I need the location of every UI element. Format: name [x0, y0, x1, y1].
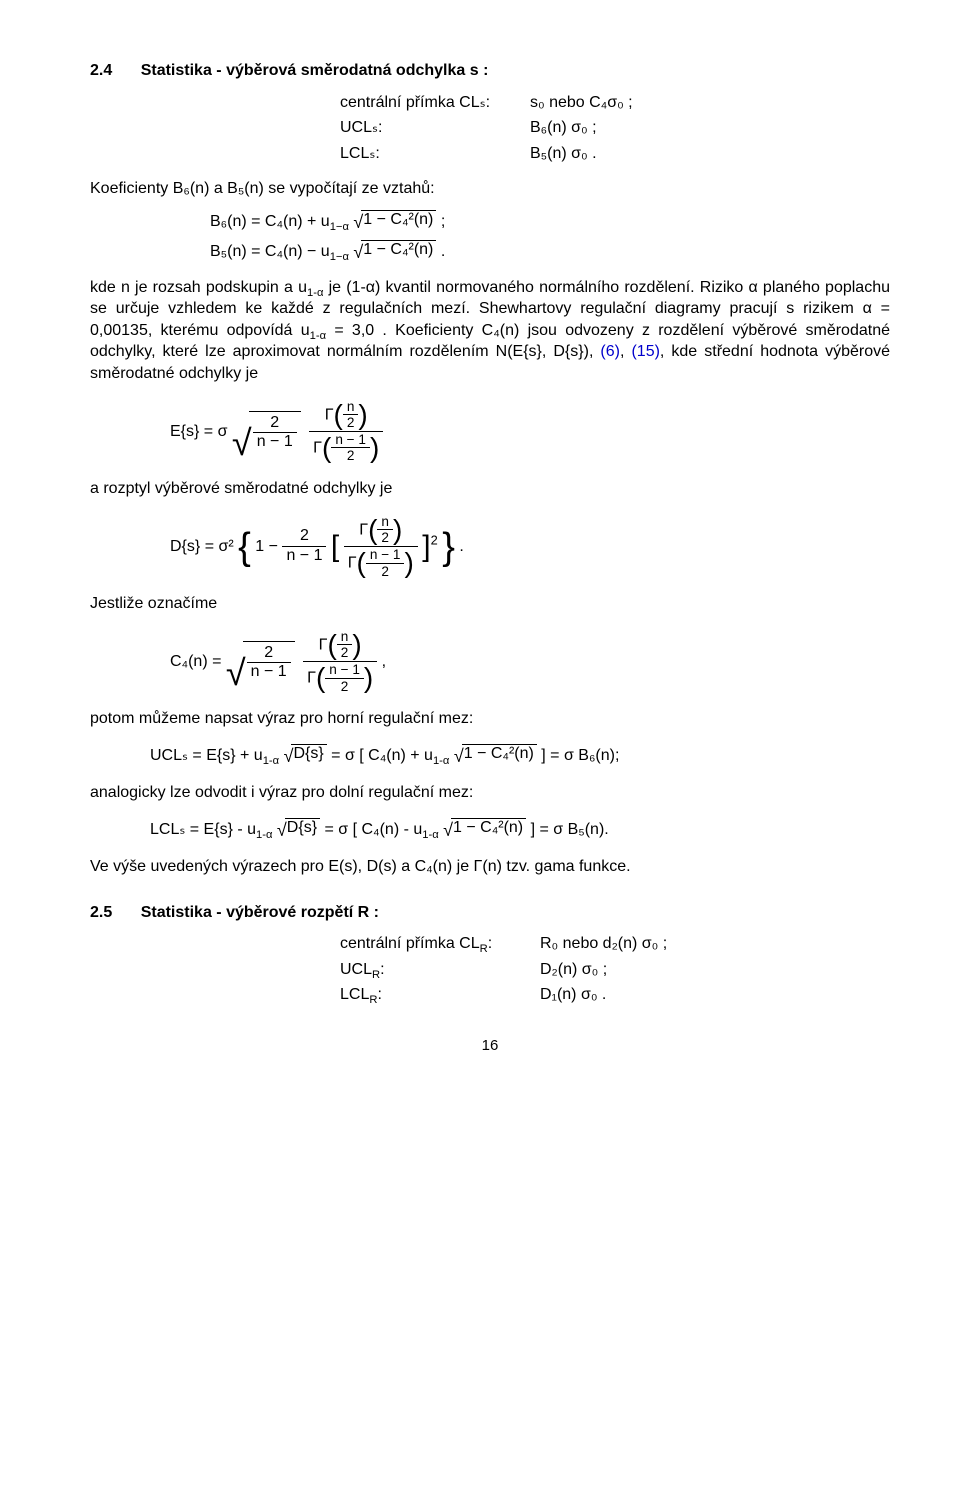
rbracket-icon: ] [422, 529, 430, 562]
section-2-5-heading: 2.5 Statistika - výběrové rozpětí R : [90, 902, 890, 924]
frac-2-nm1: 2 n − 1 [247, 644, 291, 682]
explanatory-paragraph: kde n je rozsah podskupin a u1-α je (1-α… [90, 277, 890, 385]
radicand: 1 − C₄²(n) [361, 210, 436, 229]
label: LCLR: [340, 984, 540, 1006]
section-2-4-definitions: centrální přímka CLₛ: s₀ nebo C₄σ₀ ; UCL… [340, 92, 890, 165]
rhs: C₄(n) − u1−α √1 − C₄²(n) . [265, 243, 445, 260]
potom-text: potom můžeme napsat výraz pro horní regu… [90, 708, 890, 730]
label: centrální přímka CLR: [340, 933, 540, 955]
page-number: 16 [90, 1036, 890, 1056]
section-2-5-definitions: centrální přímka CLR: R₀ nebo d₂(n) σ₀ ;… [340, 933, 890, 1006]
gamma-ratio: Γ(n2) Γ(n − 12) [344, 514, 418, 580]
value: B₆(n) σ₀ ; [530, 117, 597, 139]
ref-15: (15) [631, 343, 659, 360]
lhs: D{s} = σ² [170, 538, 234, 555]
formula-Ds: D{s} = σ² { 1 − 2 n − 1 [ Γ(n2) Γ(n − 12… [170, 514, 890, 580]
line-clr: centrální přímka CLR: R₀ nebo d₂(n) σ₀ ; [340, 933, 890, 955]
analog-text: analogicky lze odvodit i výraz pro dolní… [90, 782, 890, 804]
gamma-ratio: Γ(n2) Γ(n − 12) [309, 399, 383, 465]
ref-6: (6) [600, 343, 620, 360]
sqrt: √ 2 n − 1 [232, 411, 301, 452]
lbracket-icon: [ [331, 529, 339, 562]
value: s₀ nebo C₄σ₀ ; [530, 92, 633, 114]
label: centrální přímka CLₛ: [340, 92, 530, 114]
section-2-4-heading: 2.4 Statistika - výběrová směrodatná odc… [90, 60, 890, 82]
rbrace-icon: } [442, 525, 455, 567]
koef-intro: Koeficienty B₆(n) a B₅(n) se vypočítají … [90, 178, 890, 200]
lbrace-icon: { [238, 525, 251, 567]
rhs: C₄(n) + u1−α √1 − C₄²(n) ; [265, 213, 445, 230]
formula-b5: B₅(n) = C₄(n) − u1−α √1 − C₄²(n) . [210, 240, 890, 264]
lhs: B₅(n) = [210, 243, 265, 260]
value: D₂(n) σ₀ ; [540, 959, 607, 981]
line-lclr: LCLR: D₁(n) σ₀ . [340, 984, 890, 1006]
formula-lcl: LCLₛ = E{s} - u1-α √D{s} = σ [ C₄(n) - u… [150, 818, 890, 842]
line-cls: centrální přímka CLₛ: s₀ nebo C₄σ₀ ; [340, 92, 890, 114]
section-num: 2.4 [90, 62, 112, 79]
jestlize-text: Jestliže označíme [90, 593, 890, 615]
line-lcls: LCLₛ: B₅(n) σ₀ . [340, 143, 890, 165]
label: UCLₛ: [340, 117, 530, 139]
formula-C4: C₄(n) = √ 2 n − 1 Γ(n2) Γ(n − 12) , [170, 629, 890, 695]
label: UCLR: [340, 959, 540, 981]
lhs: B₆(n) = [210, 213, 265, 230]
line-ucls: UCLₛ: B₆(n) σ₀ ; [340, 117, 890, 139]
value: B₅(n) σ₀ . [530, 143, 597, 165]
ve-vyse-text: Ve výše uvedených výrazech pro E(s), D(s… [90, 856, 890, 878]
sqrt: √ 2 n − 1 [226, 641, 295, 682]
line-uclr: UCLR: D₂(n) σ₀ ; [340, 959, 890, 981]
frac-2-nm1: 2 n − 1 [282, 527, 326, 565]
lhs: E{s} = σ [170, 423, 232, 440]
value: R₀ nebo d₂(n) σ₀ ; [540, 933, 667, 955]
section-title: Statistika - výběrové rozpětí R : [141, 904, 379, 921]
formula-ucl: UCLₛ = E{s} + u1-α √D{s} = σ [ C₄(n) + u… [150, 744, 890, 768]
gamma-ratio: Γ(n2) Γ(n − 12) [303, 629, 377, 695]
frac-2-nm1: 2 n − 1 [253, 414, 297, 452]
section-title: Statistika - výběrová směrodatná odchylk… [141, 62, 489, 79]
radicand: 1 − C₄²(n) [361, 240, 436, 259]
formula-b6: B₆(n) = C₄(n) + u1−α √1 − C₄²(n) ; [210, 210, 890, 234]
section-num: 2.5 [90, 904, 112, 921]
value: D₁(n) σ₀ . [540, 984, 606, 1006]
rozptyl-text: a rozptyl výběrové směrodatné odchylky j… [90, 478, 890, 500]
label: LCLₛ: [340, 143, 530, 165]
lhs: C₄(n) = [170, 653, 226, 670]
formula-Es: E{s} = σ √ 2 n − 1 Γ(n2) Γ(n − 12) [170, 399, 890, 465]
